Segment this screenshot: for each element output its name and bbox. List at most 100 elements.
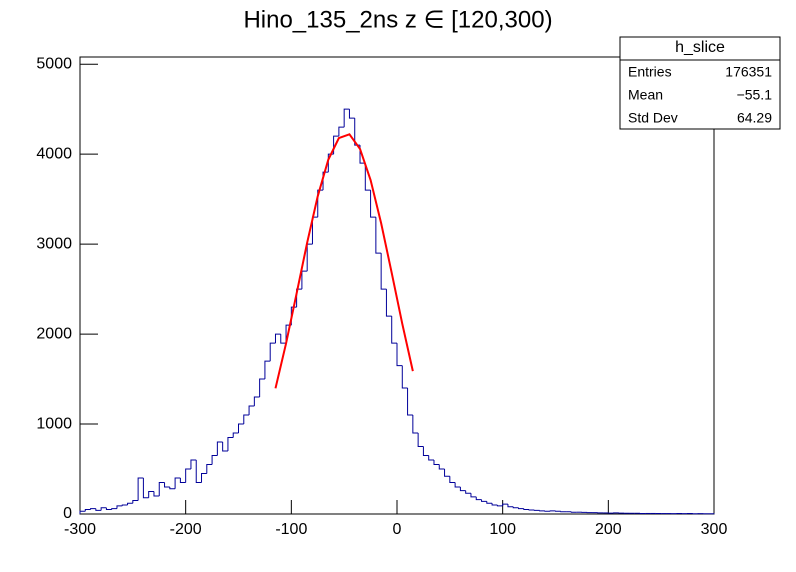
histogram-bin [174,477,181,489]
histogram-bin [444,469,450,477]
histogram-bin [370,190,376,218]
histogram-bin [380,253,387,290]
stats-label: Entries [628,64,672,80]
x-tick-label: -300 [64,521,96,538]
histogram-bin [364,163,371,191]
stats-value: 176351 [725,64,772,80]
histogram-bin [317,189,324,218]
histogram-bin [216,441,223,456]
histogram-bin [264,360,271,380]
histogram-bin [111,508,117,510]
histogram-bin [465,490,471,494]
histogram-bin [417,433,424,448]
histogram-bin [148,491,154,498]
chart-title: Hino_135_2ns z ∈ [120,300) [243,6,552,33]
histogram-bin [153,491,160,497]
histogram-bin [169,487,176,490]
histogram-bin [475,496,482,501]
histogram-bin [433,460,440,466]
histogram-bin [238,423,244,434]
histogram-bin [201,473,207,483]
stats-title: h_slice [675,39,725,56]
histogram-bin [259,378,265,398]
histogram-bin [211,455,218,465]
histogram-bin [190,459,197,470]
histogram-bin [269,342,276,362]
histogram-bin [116,505,123,509]
histogram-bin [100,507,107,511]
x-tick-label: 100 [489,521,516,538]
histogram-bin [338,126,345,137]
histogram-bin [79,510,86,514]
histogram-bin [105,507,112,511]
x-tick-label: -200 [170,521,202,538]
x-tick-label: -100 [275,521,307,538]
x-tick-label: 200 [595,521,622,538]
histogram-bin [385,289,392,317]
histogram-bin [322,171,329,191]
histogram-bin [164,482,170,488]
y-tick-label: 1000 [36,415,72,432]
histogram-bin [491,503,498,506]
histogram-bin [280,334,287,344]
fit-curve [274,133,414,389]
histogram-bin [158,482,165,497]
histogram-bin [253,396,260,407]
histogram-bin [470,493,477,498]
stats-frame [619,36,781,130]
histogram-bin [343,108,350,128]
histogram-bin [227,437,234,452]
histogram-bin [391,316,397,344]
y-tick-label: 0 [63,505,72,522]
y-tick-label: 4000 [36,145,72,162]
histogram-bin [396,343,403,367]
histogram-bin [438,464,445,470]
histogram-bin [274,333,281,344]
histogram-bin [142,478,149,499]
histogram-bin [206,464,213,474]
histogram-bin [512,506,519,509]
stats-value: −55.1 [737,87,773,103]
histogram-bin [195,460,202,484]
histogram-bin [454,482,461,488]
histogram-bin [449,476,456,484]
stats-label: Mean [628,87,663,103]
histogram-bin [407,388,413,416]
stats-label: Std Dev [628,110,678,126]
histogram-bin [422,446,429,457]
histogram-bin [179,478,186,484]
y-tick-label: 5000 [36,55,72,72]
histogram-bin [502,503,508,506]
histogram-bin [486,501,493,504]
histogram-bin [459,487,466,492]
histogram-bin [248,405,255,416]
histogram-bin [90,508,96,510]
histogram-bin [496,505,503,507]
histogram-bin [481,499,487,502]
histogram-bin [95,508,102,511]
histogram-bin [412,415,419,434]
histogram-bin [232,432,239,438]
histogram-bin [375,217,382,254]
histogram-bin [185,468,191,483]
histogram-bin [428,455,434,461]
x-tick-label: 300 [701,521,728,538]
histogram-bin [507,504,514,508]
histogram-bin [222,442,228,452]
y-tick-label: 2000 [36,325,72,342]
stats-value: 64.29 [737,110,772,126]
histogram-bin [137,477,144,501]
histogram-bin [401,365,408,389]
histogram-bin [121,504,128,506]
histogram-bin [84,509,91,512]
x-tick-label: 0 [393,521,402,538]
histogram-bin [348,109,355,119]
y-tick-label: 3000 [36,235,72,252]
histogram-bin [523,508,530,511]
histogram-bin [127,502,133,506]
histogram-bin [132,500,139,504]
stats-box: h_slice [619,36,781,130]
histogram-bin [518,507,524,510]
histogram-bin [243,414,250,425]
